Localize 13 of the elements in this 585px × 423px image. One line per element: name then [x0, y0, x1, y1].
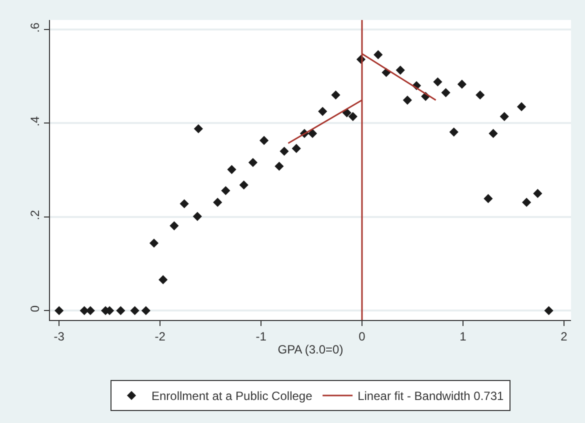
x-tick-label: -3	[54, 329, 65, 344]
legend-label: Linear fit - Bandwidth 0.731	[358, 389, 504, 404]
x-tick-label: -2	[154, 329, 166, 344]
x-axis-title: GPA (3.0=0)	[278, 342, 344, 356]
x-tick-label: 0	[358, 329, 366, 344]
x-tick-label: -1	[256, 329, 267, 344]
x-tick-label: 2	[560, 329, 568, 344]
y-tick-label: .4	[28, 116, 42, 126]
legend-label: Enrollment at a Public College	[152, 389, 313, 404]
y-tick-label: .2	[28, 210, 42, 220]
x-tick-label: 1	[460, 329, 467, 344]
y-tick-label: 0	[28, 305, 42, 312]
y-tick-label: .6	[28, 22, 42, 33]
